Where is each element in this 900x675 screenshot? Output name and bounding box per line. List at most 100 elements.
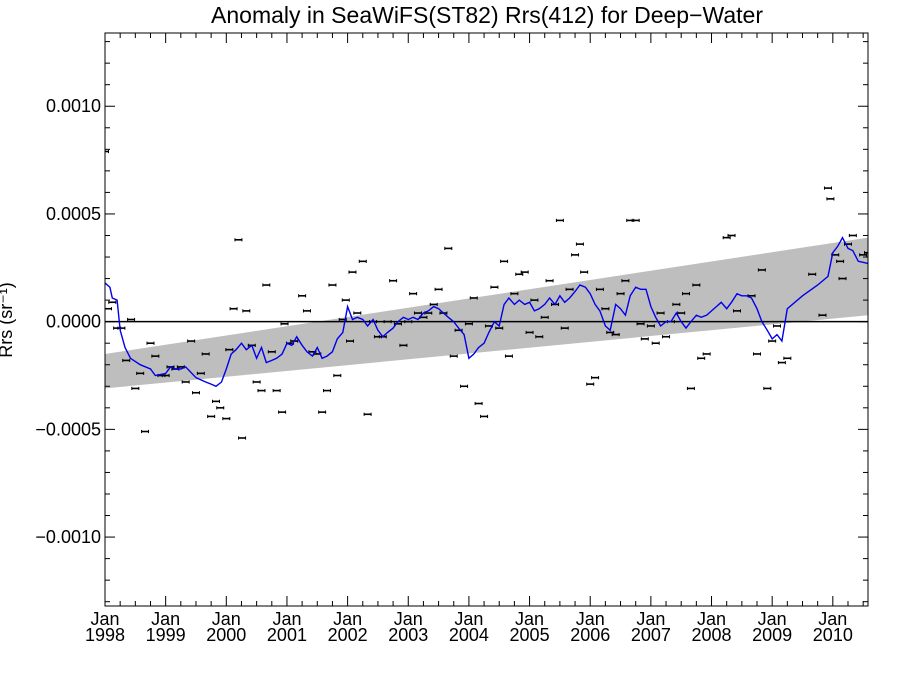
x-tick-year: 2010: [813, 625, 853, 645]
data-point: [460, 384, 469, 388]
data-point: [580, 270, 589, 274]
data-point: [702, 352, 711, 356]
data-point: [525, 330, 534, 335]
data-point: [122, 358, 131, 363]
data-point: [363, 412, 372, 416]
data-point: [117, 326, 126, 330]
data-point: [490, 285, 499, 289]
data-point: [399, 343, 408, 347]
data-point: [222, 416, 231, 421]
data-point: [646, 324, 655, 328]
data-point: [859, 253, 868, 257]
data-point: [836, 259, 845, 263]
smoothed-line-layer: [105, 236, 868, 388]
data-point: [586, 382, 595, 386]
data-point: [823, 186, 832, 190]
data-point: [510, 292, 519, 296]
data-point: [480, 414, 489, 419]
x-tick-month: Jan: [212, 609, 241, 629]
data-point: [591, 376, 600, 380]
data-point: [298, 294, 307, 298]
y-tick-label: 0.0010: [46, 96, 101, 116]
x-tick-month: Jan: [758, 609, 787, 629]
data-point: [753, 352, 762, 356]
data-point: [601, 307, 610, 311]
data-point: [826, 197, 835, 201]
trend-band: [105, 237, 868, 389]
data-point: [682, 292, 691, 296]
data-point: [322, 388, 331, 393]
data-point: [262, 283, 271, 287]
x-tick-year: 2002: [328, 625, 368, 645]
data-point: [389, 279, 398, 283]
data-point: [252, 380, 261, 384]
data-point: [108, 300, 117, 304]
x-tick-month: Jan: [454, 609, 483, 629]
x-tick-month: Jan: [636, 609, 665, 629]
data-point: [267, 350, 276, 354]
axis-ticks: [104, 33, 868, 606]
data-point: [444, 246, 453, 251]
data-point: [211, 399, 220, 403]
data-point: [692, 283, 701, 287]
x-tick-month: Jan: [697, 609, 726, 629]
x-tick-year: 1999: [146, 625, 186, 645]
trend-band-layer: [105, 237, 868, 389]
data-point: [773, 324, 782, 328]
data-point: [201, 352, 210, 356]
data-point: [818, 313, 827, 317]
data-point: [808, 272, 817, 276]
data-point: [616, 292, 625, 296]
data-point: [341, 298, 350, 302]
x-tick-year: 2006: [570, 625, 610, 645]
x-tick-month: Jan: [333, 609, 362, 629]
data-point: [333, 373, 342, 378]
data-point: [575, 242, 584, 246]
data-point: [464, 322, 473, 326]
data-point: [434, 287, 443, 291]
data-point: [280, 322, 289, 326]
data-point: [196, 371, 205, 375]
x-tick-year: 1998: [85, 625, 125, 645]
data-point: [662, 335, 671, 339]
data-point: [346, 339, 355, 343]
chart-title: Anomaly in SeaWiFS(ST82) Rrs(412) for De…: [211, 2, 763, 28]
data-point: [242, 309, 251, 313]
data-point: [469, 296, 478, 300]
data-point: [191, 391, 200, 395]
data-point: [409, 292, 418, 296]
data-point: [504, 354, 513, 358]
data-point: [187, 339, 196, 343]
data-point: [474, 401, 483, 406]
x-tick-month: Jan: [151, 609, 180, 629]
data-point: [520, 270, 529, 274]
data-point: [732, 309, 741, 313]
tick-labels: 0.00100.00050.0000−0.0005−0.0010Jan1998J…: [35, 96, 852, 645]
data-point: [272, 388, 281, 393]
x-tick-month: Jan: [576, 609, 605, 629]
data-point: [763, 386, 772, 391]
x-tick-year: 2008: [691, 625, 731, 645]
data-point: [141, 429, 150, 434]
data-point: [216, 406, 225, 410]
data-point: [151, 354, 160, 358]
data-point: [636, 322, 645, 326]
x-tick-year: 2009: [752, 625, 792, 645]
data-point: [697, 356, 706, 360]
data-point: [640, 337, 649, 341]
data-point: [672, 302, 681, 307]
data-point: [234, 238, 243, 242]
data-point: [353, 311, 362, 315]
data-point: [318, 410, 327, 414]
data-point: [429, 302, 438, 307]
data-point: [864, 251, 868, 255]
data-point: [555, 218, 564, 223]
data-point: [278, 410, 287, 414]
data-point: [560, 326, 569, 330]
x-tick-month: Jan: [90, 609, 119, 629]
data-point: [413, 311, 422, 315]
data-point: [631, 218, 640, 223]
data-point: [651, 341, 660, 345]
data-point: [105, 149, 109, 154]
x-tick-month: Jan: [818, 609, 847, 629]
